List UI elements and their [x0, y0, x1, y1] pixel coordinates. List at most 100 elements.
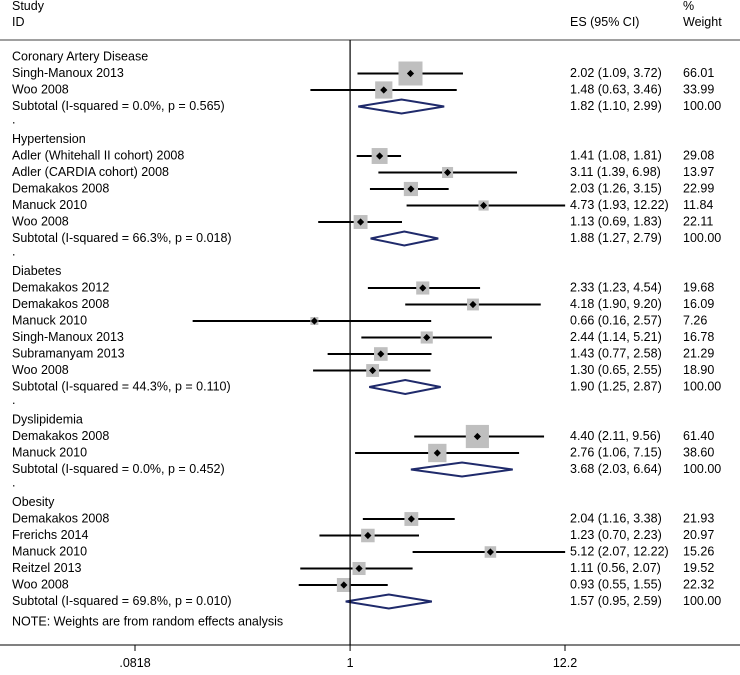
weight-text: 7.26 [683, 313, 707, 327]
study-label: Woo 2008 [12, 82, 69, 96]
point-estimate [419, 284, 427, 292]
subtotal-es-ci-text: 1.82 (1.10, 2.99) [570, 99, 662, 113]
study-label: Frerichs 2014 [12, 528, 88, 542]
es-ci-text: 2.02 (1.09, 3.72) [570, 66, 662, 80]
study-label: Demakakos 2008 [12, 297, 109, 311]
subtotal-diamond [345, 593, 433, 610]
group-header: Dyslipidemia [12, 412, 83, 426]
subtotal-weight-text: 100.00 [683, 462, 721, 476]
es-ci-text: 2.33 (1.23, 4.54) [570, 280, 662, 294]
subtotal-label: Subtotal (I-squared = 44.3%, p = 0.110) [12, 379, 231, 393]
weight-text: 38.60 [683, 445, 714, 459]
group-header: Diabetes [12, 264, 61, 278]
weight-text: 20.97 [683, 528, 714, 542]
subtotal-es-ci-text: 1.90 (1.25, 2.87) [570, 379, 662, 393]
study-label: Reitzel 2013 [12, 561, 82, 575]
es-ci-text: 4.73 (1.93, 12.22) [570, 198, 669, 212]
es-ci-text: 1.13 (0.69, 1.83) [570, 214, 662, 228]
study-label: Manuck 2010 [12, 544, 87, 558]
point-estimate [310, 317, 318, 325]
es-ci-text: 0.93 (0.55, 1.55) [570, 577, 662, 591]
header-id: ID [12, 15, 25, 29]
study-label: Adler (CARDIA cohort) 2008 [12, 165, 169, 179]
study-label: Manuck 2010 [12, 198, 87, 212]
weight-text: 11.84 [683, 198, 713, 212]
group-spacer: . [12, 112, 15, 126]
subtotal-diamond [369, 378, 441, 396]
group-header: Coronary Artery Disease [12, 49, 148, 63]
point-estimate [433, 449, 441, 457]
point-estimate [406, 69, 415, 78]
point-estimate [376, 152, 384, 160]
es-ci-text: 1.43 (0.77, 2.58) [570, 346, 662, 360]
group-spacer: . [12, 475, 15, 489]
es-ci-text: 1.11 (0.56, 2.07) [570, 561, 661, 575]
weight-text: 21.29 [683, 346, 714, 360]
weight-text: 61.40 [683, 429, 714, 443]
weight-text: 18.90 [683, 363, 714, 377]
header: Study ID ES (95% CI) % Weight [12, 0, 722, 29]
group-spacer: . [12, 393, 15, 407]
point-estimate [469, 300, 477, 309]
study-label: Woo 2008 [12, 577, 69, 591]
weight-text: 22.99 [683, 181, 714, 195]
point-estimate [407, 185, 415, 193]
weight-text: 22.32 [683, 577, 714, 591]
rows: Coronary Artery Disease Singh-Manoux 2013… [12, 49, 721, 628]
point-estimate [473, 432, 481, 441]
point-estimate [423, 333, 431, 342]
es-ci-text: 1.41 (1.08, 1.81) [570, 148, 662, 162]
subtotal-weight-text: 100.00 [683, 594, 721, 608]
subtotal-label: Subtotal (I-squared = 0.0%, p = 0.452) [12, 462, 225, 476]
header-weight: Weight [683, 15, 722, 29]
subtotal-diamond [370, 230, 439, 247]
point-estimate [355, 564, 363, 573]
weight-text: 16.78 [683, 330, 714, 344]
point-estimate [340, 581, 348, 589]
weight-text: 15.26 [683, 544, 714, 558]
point-estimate [486, 548, 495, 556]
group-header: Hypertension [12, 132, 86, 146]
point-estimate [479, 201, 488, 210]
subtotal-weight-text: 100.00 [683, 231, 721, 245]
study-label: Demakakos 2008 [12, 511, 109, 525]
x-axis: .0818 1 12.2 [0, 39, 740, 670]
study-label: Manuck 2010 [12, 445, 87, 459]
weight-text: 13.97 [683, 165, 714, 179]
axis-tick-label: 12.2 [553, 656, 577, 670]
subtotal-weight-text: 100.00 [683, 379, 721, 393]
es-ci-text: 1.48 (0.63, 3.46) [570, 82, 662, 96]
axis-tick-label: 1 [347, 656, 354, 670]
es-ci-text: 4.40 (2.11, 9.56) [570, 429, 661, 443]
es-ci-text: 2.44 (1.14, 5.21) [570, 330, 662, 344]
es-ci-text: 2.04 (1.16, 3.38) [570, 511, 662, 525]
subtotal-diamond [358, 98, 445, 115]
study-label: Woo 2008 [12, 214, 69, 228]
subtotal-label: Subtotal (I-squared = 0.0%, p = 0.565) [12, 99, 225, 113]
header-es: ES (95% CI) [570, 15, 639, 29]
es-ci-text: 2.03 (1.26, 3.15) [570, 181, 662, 195]
subtotal-es-ci-text: 1.88 (1.27, 2.79) [570, 231, 662, 245]
weight-text: 19.68 [683, 280, 714, 294]
point-estimate [380, 86, 388, 94]
subtotal-diamond [410, 461, 513, 478]
weight-text: 66.01 [683, 66, 714, 80]
weight-text: 16.09 [683, 297, 714, 311]
study-label: Manuck 2010 [12, 313, 87, 327]
weight-text: 29.08 [683, 148, 714, 162]
es-ci-text: 1.30 (0.65, 2.55) [570, 363, 662, 377]
study-label: Woo 2008 [12, 363, 69, 377]
es-ci-text: 5.12 (2.07, 12.22) [570, 544, 669, 558]
group-spacer: . [12, 244, 15, 258]
study-label: Demakakos 2008 [12, 181, 109, 195]
point-estimate [443, 168, 452, 177]
point-estimate [364, 531, 372, 540]
weight-text: 19.52 [683, 561, 714, 575]
header-study: Study [12, 0, 45, 13]
point-estimate [356, 218, 365, 226]
study-label: Subramanyam 2013 [12, 346, 125, 360]
weight-text: 21.93 [683, 511, 714, 525]
note-text: NOTE: Weights are from random effects an… [12, 614, 283, 628]
weight-text: 22.11 [683, 214, 713, 228]
study-label: Singh-Manoux 2013 [12, 330, 124, 344]
